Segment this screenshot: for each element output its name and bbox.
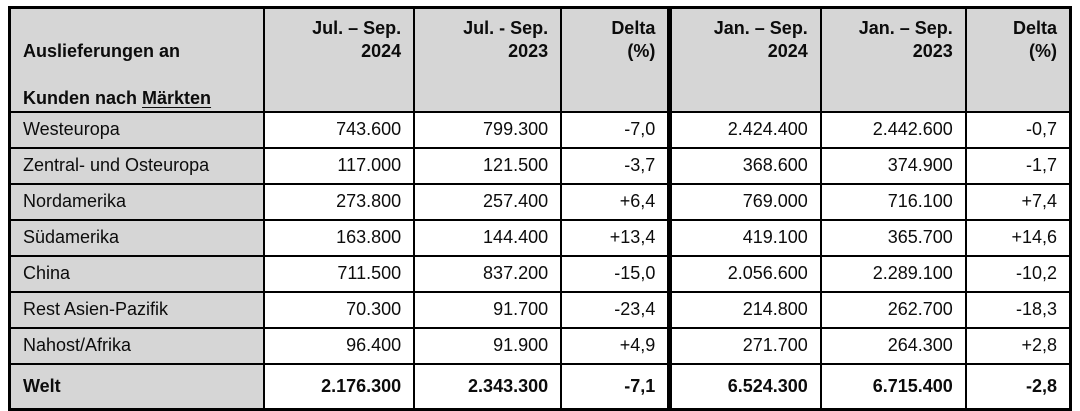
header-row: Auslieferungen an Kunden nach Märkten Ju… bbox=[8, 6, 1072, 113]
value-cell: 6.524.300 bbox=[667, 362, 822, 411]
column-header-9m-2024: Jan. – Sep. 2024 bbox=[667, 6, 822, 113]
value-cell: 368.600 bbox=[667, 146, 822, 185]
value-cell: +7,4 bbox=[964, 182, 1072, 221]
value-cell: 91.900 bbox=[413, 326, 563, 365]
value-cell: -2,8 bbox=[964, 362, 1072, 411]
value-cell: 117.000 bbox=[263, 146, 416, 185]
value-cell: 214.800 bbox=[667, 290, 822, 329]
value-cell: 711.500 bbox=[263, 254, 416, 293]
table-row: Südamerika 163.800 144.400 +13,4 419.100… bbox=[8, 218, 1072, 257]
market-label: China bbox=[8, 254, 266, 293]
value-cell: 2.343.300 bbox=[413, 362, 563, 411]
value-cell: 163.800 bbox=[263, 218, 416, 257]
market-label: Südamerika bbox=[8, 218, 266, 257]
market-label-total: Welt bbox=[8, 362, 266, 411]
market-label: Westeuropa bbox=[8, 110, 266, 149]
value-cell: 257.400 bbox=[413, 182, 563, 221]
column-header-q3-2023: Jul. - Sep. 2023 bbox=[413, 6, 563, 113]
value-cell: +14,6 bbox=[964, 218, 1072, 257]
value-cell: 271.700 bbox=[667, 326, 822, 365]
value-cell: 2.176.300 bbox=[263, 362, 416, 411]
table-row: Nahost/Afrika 96.400 91.900 +4,9 271.700… bbox=[8, 326, 1072, 365]
value-cell: +13,4 bbox=[560, 218, 671, 257]
value-cell: 2.056.600 bbox=[667, 254, 822, 293]
value-cell: 6.715.400 bbox=[819, 362, 967, 411]
value-cell: -18,3 bbox=[964, 290, 1072, 329]
market-label: Nahost/Afrika bbox=[8, 326, 266, 365]
value-cell: -15,0 bbox=[560, 254, 671, 293]
table-row: China 711.500 837.200 -15,0 2.056.600 2.… bbox=[8, 254, 1072, 293]
value-cell: 2.424.400 bbox=[667, 110, 822, 149]
column-header-delta-q3: Delta (%) bbox=[560, 6, 671, 113]
table-title-line1: Auslieferungen an bbox=[23, 41, 181, 62]
value-cell: 743.600 bbox=[263, 110, 416, 149]
table-title-underlined-word: Märkten bbox=[142, 88, 212, 109]
table-row: Nordamerika 273.800 257.400 +6,4 769.000… bbox=[8, 182, 1072, 221]
value-cell: 144.400 bbox=[413, 218, 563, 257]
value-cell: -10,2 bbox=[964, 254, 1072, 293]
value-cell: +2,8 bbox=[964, 326, 1072, 365]
table-row: Zentral- und Osteuropa 117.000 121.500 -… bbox=[8, 146, 1072, 185]
column-header-q3-2024: Jul. – Sep. 2024 bbox=[263, 6, 416, 113]
market-label: Rest Asien-Pazifik bbox=[8, 290, 266, 329]
table-row: Rest Asien-Pazifik 70.300 91.700 -23,4 2… bbox=[8, 290, 1072, 329]
value-cell: 419.100 bbox=[667, 218, 822, 257]
table-row: Westeuropa 743.600 799.300 -7,0 2.424.40… bbox=[8, 110, 1072, 149]
value-cell: -0,7 bbox=[964, 110, 1072, 149]
value-cell: 91.700 bbox=[413, 290, 563, 329]
value-cell: 2.442.600 bbox=[819, 110, 967, 149]
value-cell: 264.300 bbox=[819, 326, 967, 365]
table-title-line2: Kunden nach bbox=[23, 88, 143, 109]
value-cell: 374.900 bbox=[819, 146, 967, 185]
total-row: Welt 2.176.300 2.343.300 -7,1 6.524.300 … bbox=[8, 362, 1072, 411]
value-cell: 273.800 bbox=[263, 182, 416, 221]
column-header-9m-2023: Jan. – Sep. 2023 bbox=[819, 6, 967, 113]
value-cell: -7,0 bbox=[560, 110, 671, 149]
value-cell: 799.300 bbox=[413, 110, 563, 149]
value-cell: +6,4 bbox=[560, 182, 671, 221]
value-cell: 716.100 bbox=[819, 182, 967, 221]
value-cell: -7,1 bbox=[560, 362, 671, 411]
deliveries-by-market-table: Auslieferungen an Kunden nach Märkten Ju… bbox=[8, 6, 1072, 411]
value-cell: 2.289.100 bbox=[819, 254, 967, 293]
value-cell: -23,4 bbox=[560, 290, 671, 329]
value-cell: 70.300 bbox=[263, 290, 416, 329]
value-cell: +4,9 bbox=[560, 326, 671, 365]
value-cell: -3,7 bbox=[560, 146, 671, 185]
value-cell: 121.500 bbox=[413, 146, 563, 185]
value-cell: 837.200 bbox=[413, 254, 563, 293]
table-title: Auslieferungen an Kunden nach Märkten bbox=[8, 6, 266, 113]
value-cell: 365.700 bbox=[819, 218, 967, 257]
value-cell: 262.700 bbox=[819, 290, 967, 329]
value-cell: 769.000 bbox=[667, 182, 822, 221]
column-header-delta-9m: Delta (%) bbox=[964, 6, 1072, 113]
value-cell: 96.400 bbox=[263, 326, 416, 365]
market-label: Nordamerika bbox=[8, 182, 266, 221]
value-cell: -1,7 bbox=[964, 146, 1072, 185]
market-label: Zentral- und Osteuropa bbox=[8, 146, 266, 185]
